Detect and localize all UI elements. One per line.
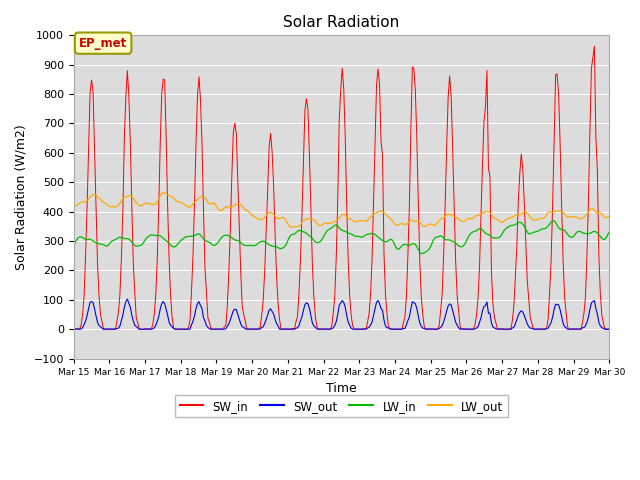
Line: SW_in: SW_in bbox=[74, 46, 609, 329]
SW_out bbox=[138, 326, 146, 332]
Text: EP_met: EP_met bbox=[79, 36, 127, 49]
LW_in bbox=[419, 251, 427, 256]
SW_in bbox=[304, 106, 312, 111]
LW_in bbox=[579, 230, 586, 236]
LW_in bbox=[70, 241, 77, 247]
LW_in bbox=[230, 236, 237, 242]
LW_in bbox=[136, 243, 143, 249]
LW_out bbox=[258, 216, 266, 222]
SW_in bbox=[605, 326, 613, 332]
Legend: SW_in, SW_out, LW_in, LW_out: SW_in, SW_out, LW_in, LW_out bbox=[175, 395, 508, 417]
SW_out bbox=[250, 326, 258, 332]
Line: LW_out: LW_out bbox=[74, 192, 609, 227]
SW_out bbox=[71, 326, 79, 332]
LW_in bbox=[304, 231, 312, 237]
LW_out bbox=[579, 216, 586, 221]
LW_in bbox=[248, 243, 255, 249]
SW_out bbox=[232, 307, 240, 312]
SW_out bbox=[307, 313, 315, 319]
LW_out bbox=[231, 203, 239, 208]
LW_out bbox=[605, 213, 613, 219]
LW_out bbox=[136, 203, 143, 208]
SW_in bbox=[230, 130, 237, 135]
SW_in bbox=[257, 324, 264, 330]
LW_in bbox=[550, 218, 558, 224]
SW_in bbox=[575, 326, 583, 332]
LW_out bbox=[287, 224, 295, 230]
SW_out bbox=[70, 326, 77, 332]
SW_out bbox=[259, 324, 267, 330]
SW_out bbox=[124, 296, 131, 302]
SW_in bbox=[248, 326, 255, 332]
Line: SW_out: SW_out bbox=[74, 299, 609, 329]
LW_out bbox=[159, 190, 167, 195]
LW_out bbox=[70, 204, 77, 210]
SW_in bbox=[70, 326, 77, 332]
LW_out bbox=[249, 213, 257, 218]
Y-axis label: Solar Radiation (W/m2): Solar Radiation (W/m2) bbox=[15, 124, 28, 270]
SW_out bbox=[605, 326, 613, 332]
LW_out bbox=[307, 216, 315, 222]
LW_in bbox=[605, 229, 613, 235]
SW_out bbox=[579, 325, 586, 331]
SW_in bbox=[591, 43, 598, 49]
X-axis label: Time: Time bbox=[326, 382, 357, 395]
SW_in bbox=[136, 326, 143, 332]
Title: Solar Radiation: Solar Radiation bbox=[284, 15, 399, 30]
LW_in bbox=[257, 239, 264, 245]
Line: LW_in: LW_in bbox=[74, 221, 609, 253]
